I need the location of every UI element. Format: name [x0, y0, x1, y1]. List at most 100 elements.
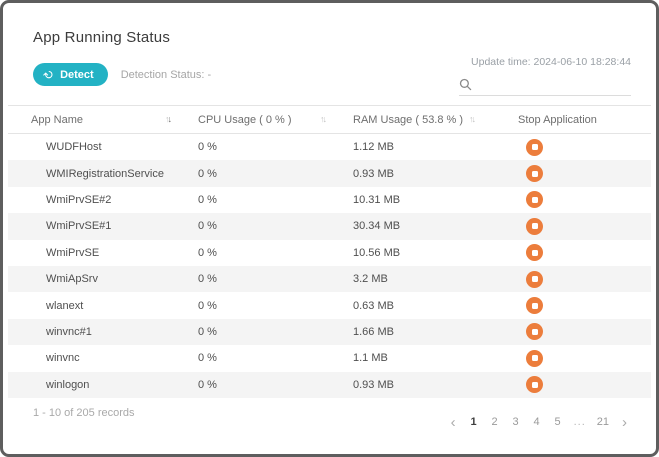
sort-arrows-icon[interactable]: ↑ ↓ — [469, 114, 476, 124]
pagination-page[interactable]: 2 — [491, 416, 498, 429]
app-name-cell: WmiPrvSE#2 — [46, 193, 112, 206]
stop-cell — [518, 323, 637, 341]
cpu-usage-cell: 0 % — [198, 325, 217, 338]
pagination-page[interactable]: 4 — [533, 416, 540, 429]
table-row: WmiPrvSE#2 0 % 10.31 MB — [8, 187, 651, 213]
stop-application-button[interactable] — [526, 244, 543, 262]
toolbar-right: Update time: 2024-06-10 18:28:44 — [459, 56, 631, 96]
ram-usage-cell: 0.93 MB — [353, 378, 394, 391]
stop-application-button[interactable] — [526, 323, 543, 341]
column-label: App Name — [31, 113, 83, 126]
cpu-usage-cell: 0 % — [198, 273, 217, 286]
stop-application-button[interactable] — [526, 297, 543, 315]
stop-application-button[interactable] — [526, 165, 543, 183]
ram-usage-cell: 10.31 MB — [353, 193, 401, 206]
table-row: WMIRegistrationService 0 % 0.93 MB — [8, 160, 651, 187]
stop-application-button[interactable] — [526, 349, 543, 367]
ram-usage-cell: 1.12 MB — [353, 141, 394, 154]
app-name-cell: WmiPrvSE#1 — [46, 220, 112, 233]
page-title: App Running Status — [33, 29, 171, 46]
sort-arrows-icon[interactable]: ↑ ↓ — [165, 114, 172, 124]
search-box — [459, 74, 631, 96]
stop-cell — [518, 297, 637, 315]
app-name-cell: winlogon — [46, 378, 90, 391]
pagination-ellipsis: ... — [573, 416, 586, 429]
ram-usage-cell: 30.34 MB — [353, 220, 401, 233]
stop-application-button[interactable] — [526, 270, 543, 288]
search-input[interactable] — [476, 78, 631, 91]
table-footer: 1 - 10 of 205 records ‹ 1 2 3 4 5... 21 › — [8, 407, 651, 430]
pagination-page[interactable]: 3 — [512, 416, 519, 429]
stop-application-button[interactable] — [526, 191, 543, 209]
stop-icon — [531, 328, 538, 335]
stop-icon — [531, 144, 538, 151]
detect-button-label: Detect — [60, 68, 94, 81]
app-name-cell: WUDFHost — [46, 141, 102, 154]
stop-cell — [518, 191, 637, 209]
cpu-usage-cell: 0 % — [198, 378, 217, 391]
sort-arrows-icon[interactable]: ↑ ↓ — [320, 114, 327, 124]
ram-usage-cell: 1.1 MB — [353, 352, 388, 365]
stop-icon — [531, 276, 538, 283]
table-body: WUDFHost 0 % 1.12 MB WMIRegistrationServ… — [8, 134, 651, 398]
app-name-cell: winvnc#1 — [46, 325, 92, 338]
app-table: App Name ↑ ↓ CPU Usage ( 0 % ) ↑ ↓ RAM Usa… — [8, 105, 651, 398]
table-row: wlanext 0 % 0.63 MB — [8, 292, 651, 318]
stop-cell — [518, 138, 637, 156]
chevron-right-icon[interactable]: › — [622, 413, 627, 431]
pagination-page[interactable]: 1 — [470, 416, 477, 429]
stop-icon — [531, 196, 538, 203]
stop-icon — [531, 302, 538, 309]
stop-application-button[interactable] — [526, 138, 543, 156]
toolbar: ↻ Detect Detection Status: - Update time… — [33, 56, 631, 96]
column-label: Stop Application — [518, 113, 597, 126]
stop-icon — [531, 223, 538, 230]
stop-icon — [531, 170, 538, 177]
ram-usage-cell: 1.66 MB — [353, 325, 394, 338]
app-name-cell: wlanext — [46, 299, 84, 312]
stop-cell — [518, 270, 637, 288]
detect-button[interactable]: ↻ Detect — [33, 63, 108, 86]
table-row: WmiPrvSE 0 % 10.56 MB — [8, 240, 651, 266]
pagination: ‹ 1 2 3 4 5... 21 › — [449, 415, 629, 430]
app-name-cell: winvnc — [46, 352, 80, 365]
column-header-ram-usage[interactable]: RAM Usage ( 53.8 % ) ↑ ↓ — [353, 114, 518, 126]
stop-application-button[interactable] — [526, 217, 543, 235]
chevron-left-icon[interactable]: ‹ — [450, 413, 456, 431]
header-area: App Running Status ↻ Detect Detection St… — [8, 29, 651, 96]
table-row: WmiPrvSE#1 0 % 30.34 MB — [8, 213, 651, 240]
cpu-usage-cell: 0 % — [198, 167, 217, 180]
stop-cell — [518, 244, 637, 262]
toolbar-left: ↻ Detect Detection Status: - — [33, 63, 211, 86]
records-summary: 1 - 10 of 205 records — [33, 406, 135, 419]
stop-icon — [531, 355, 538, 362]
stop-application-button[interactable] — [526, 376, 543, 394]
stop-icon — [531, 381, 538, 388]
app-name-cell: WmiApSrv — [46, 273, 98, 286]
cpu-usage-cell: 0 % — [198, 246, 217, 259]
update-time-label: Update time: 2024-06-10 18:28:44 — [471, 56, 631, 68]
table-header-row: App Name ↑ ↓ CPU Usage ( 0 % ) ↑ ↓ RAM Usa… — [8, 105, 651, 134]
cpu-usage-cell: 0 % — [198, 352, 217, 365]
stop-cell — [518, 217, 637, 235]
detection-status-label: Detection Status: - — [120, 68, 212, 81]
ram-usage-cell: 0.93 MB — [353, 167, 394, 180]
pagination-page[interactable]: 5 — [554, 416, 561, 429]
ram-usage-cell: 10.56 MB — [353, 246, 401, 259]
table-row: winlogon 0 % 0.93 MB — [8, 371, 651, 398]
column-label: RAM Usage ( 53.8 % ) — [353, 113, 464, 126]
column-header-cpu-usage[interactable]: CPU Usage ( 0 % ) ↑ ↓ — [198, 114, 353, 126]
table-row: winvnc 0 % 1.1 MB — [8, 345, 651, 371]
refresh-icon: ↻ — [40, 65, 58, 84]
pagination-page[interactable]: 21 — [596, 416, 609, 429]
search-icon — [459, 78, 472, 91]
app-name-cell: WMIRegistrationService — [46, 167, 164, 180]
cpu-usage-cell: 0 % — [198, 141, 217, 154]
column-header-stop-application: Stop Application — [518, 114, 637, 126]
cpu-usage-cell: 0 % — [198, 220, 217, 233]
stop-cell — [518, 349, 637, 367]
stop-cell — [518, 165, 637, 183]
table-row: WmiApSrv 0 % 3.2 MB — [8, 265, 651, 293]
column-header-app-name[interactable]: App Name ↑ ↓ — [31, 114, 198, 126]
